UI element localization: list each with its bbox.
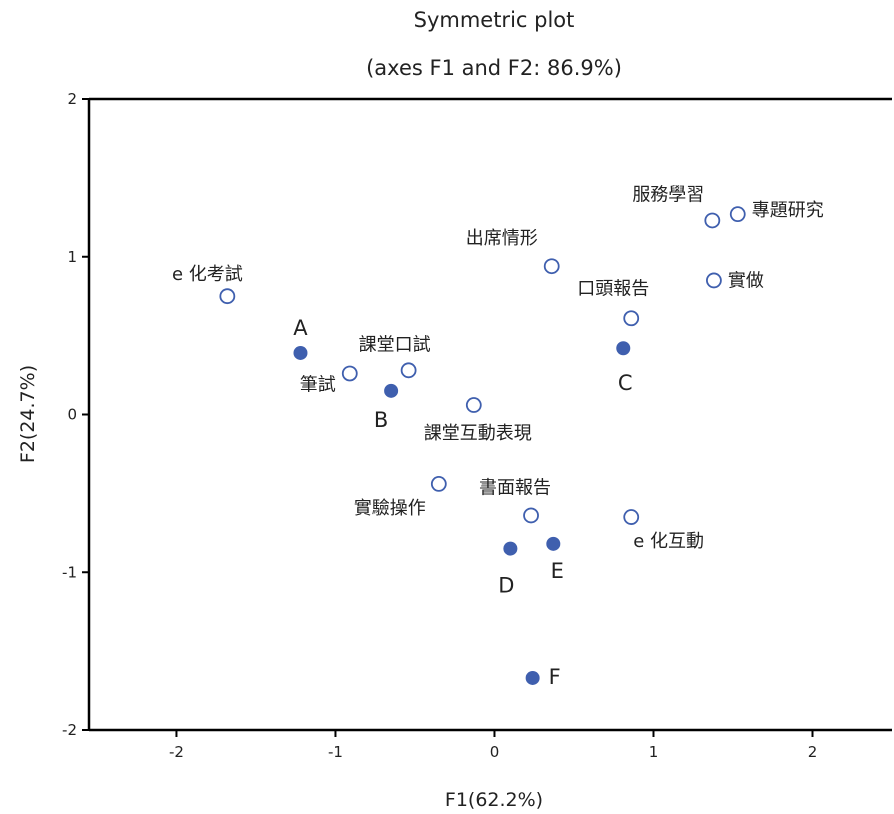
point-label: 專題研究 (752, 200, 824, 221)
column-point (623, 310, 640, 327)
point-label: E (551, 559, 564, 583)
point-label: 書面報告 (479, 477, 551, 498)
y-tick-label: 2 (67, 90, 77, 108)
point-label: B (374, 408, 388, 432)
x-tick-label: 1 (649, 743, 659, 761)
column-point (341, 365, 358, 382)
y-tick-label: 1 (67, 248, 77, 266)
y-tick-label: 0 (67, 406, 77, 424)
y-axis-label: F2(24.7%) (17, 365, 39, 463)
row-point-D (503, 541, 518, 556)
row-point-A (293, 345, 308, 360)
x-tick-label: -2 (169, 743, 184, 761)
column-point (465, 397, 482, 413)
row-point-F (525, 670, 540, 685)
chart-subtitle: (axes F1 and F2: 86.9%) (366, 56, 622, 80)
column-point (623, 509, 640, 525)
column-point (543, 258, 560, 275)
column-point (704, 212, 721, 229)
data-points (219, 206, 746, 685)
point-label: 筆試 (300, 374, 336, 395)
point-label: D (498, 574, 514, 598)
column-point (430, 476, 447, 492)
point-label: 口頭報告 (577, 278, 649, 299)
column-point (400, 362, 417, 379)
chart-title: Symmetric plot (414, 8, 575, 32)
y-tick-label: -1 (62, 563, 77, 581)
x-tick-label: 2 (808, 743, 818, 761)
point-label: 課堂口試 (359, 334, 431, 355)
point-label: C (618, 371, 633, 395)
row-point-B (384, 383, 399, 398)
x-axis-label: F1(62.2%) (445, 789, 543, 811)
point-label: e 化互動 (633, 531, 704, 552)
x-tick-label: 0 (490, 743, 500, 761)
column-point (523, 507, 539, 524)
point-label: 實驗操作 (354, 498, 426, 519)
row-point-E (546, 536, 561, 551)
point-label: e 化考試 (172, 264, 243, 285)
point-label: 課堂互動表現 (424, 423, 532, 444)
column-point (729, 206, 746, 223)
plot-frame (87, 97, 892, 732)
column-point (219, 288, 236, 305)
point-label: 實做 (728, 270, 764, 291)
x-tick-label: -1 (328, 743, 343, 761)
column-point (706, 272, 722, 289)
row-point-C (616, 341, 631, 356)
axis-ticks: -2 -1 0 1 2 2 1 0 -1 -2 (62, 90, 817, 761)
point-label: A (293, 316, 308, 340)
point-label: 服務學習 (632, 184, 704, 205)
point-label: 出席情形 (466, 228, 538, 249)
y-tick-label: -2 (62, 721, 77, 739)
point-label: F (549, 665, 561, 689)
